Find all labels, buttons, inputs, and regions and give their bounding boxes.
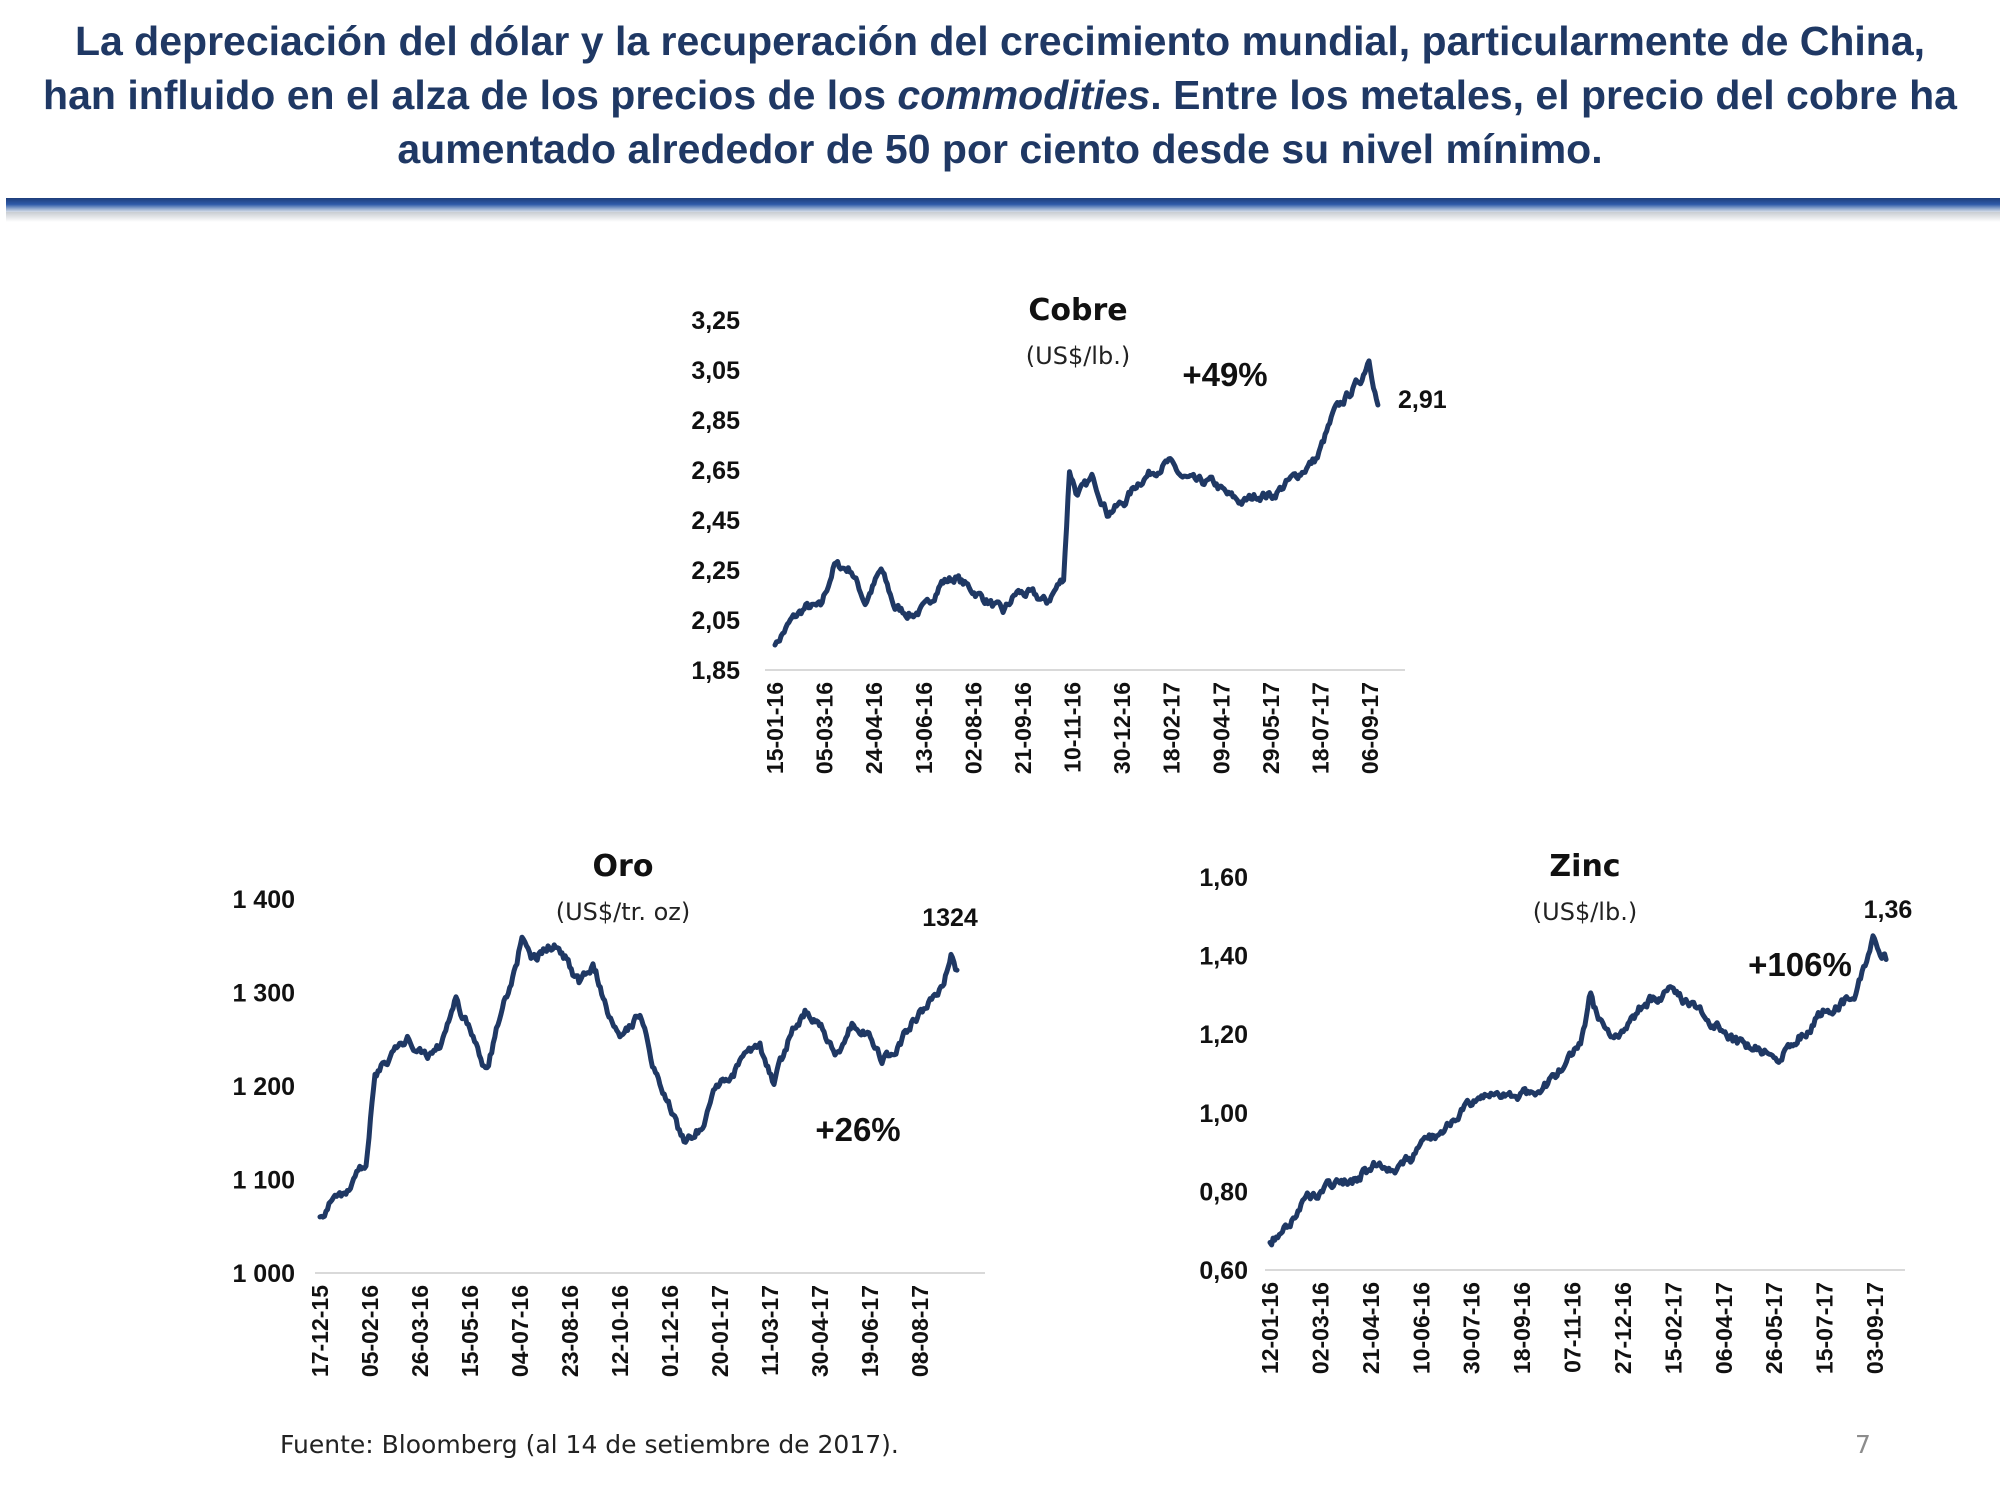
- chart-zinc-ytick: 1,00: [1199, 1100, 1248, 1128]
- chart-cobre-unit: (US$/lb.): [1026, 342, 1130, 370]
- chart-cobre-ytick: 1,85: [691, 657, 740, 685]
- slide-title-part2: . Entre los metales, el precio del cobre…: [397, 72, 1957, 172]
- chart-cobre-last-label: 2,91: [1398, 386, 1447, 414]
- chart-zinc-xtick: 07-11-16: [1560, 1282, 1586, 1373]
- chart-oro-xtick: 23-08-16: [557, 1285, 583, 1377]
- chart-cobre-ytick: 2,05: [691, 607, 740, 635]
- chart-oro-xtick: 17-12-15: [307, 1285, 333, 1377]
- chart-cobre-xtick: 10-11-16: [1060, 682, 1086, 773]
- chart-oro-title: Oro: [593, 849, 654, 884]
- page-number: 7: [1855, 1430, 1871, 1459]
- chart-oro-ytick: 1 400: [232, 886, 295, 914]
- chart-cobre-ytick: 3,05: [691, 357, 740, 385]
- chart-zinc-xtick: 12-01-16: [1257, 1282, 1283, 1374]
- chart-cobre-xtick: 02-08-16: [960, 682, 986, 774]
- chart-oro-last-label: 1324: [922, 904, 978, 932]
- chart-zinc-xtick: 27-12-16: [1610, 1282, 1636, 1374]
- chart-zinc-ytick: 0,80: [1199, 1178, 1248, 1206]
- chart-zinc-change-label: +106%: [1748, 946, 1852, 983]
- chart-zinc-xtick: 30-07-16: [1459, 1282, 1485, 1374]
- chart-oro-xtick: 12-10-16: [607, 1285, 633, 1377]
- chart-cobre-series-line: [772, 358, 1381, 648]
- chart-cobre-xtick: 06-09-17: [1357, 682, 1383, 774]
- chart-zinc-series-line: [1267, 933, 1889, 1248]
- chart-zinc-xtick: 15-07-17: [1812, 1282, 1838, 1374]
- chart-oro: 1 400 1 300 1 200 1 100 1 000 17-12-15 05-02-…: [232, 849, 985, 1377]
- chart-oro-ytick: 1 100: [232, 1167, 295, 1195]
- chart-oro-xtick: 08-08-17: [907, 1285, 933, 1377]
- chart-oro-change-label: +26%: [815, 1111, 900, 1148]
- chart-cobre-xtick: 05-03-16: [812, 682, 838, 774]
- chart-zinc-ytick: 0,60: [1199, 1257, 1248, 1285]
- chart-cobre-ytick: 3,25: [691, 307, 740, 335]
- chart-oro-unit: (US$/tr. oz): [556, 898, 691, 926]
- chart-cobre-xtick: 21-09-16: [1010, 682, 1036, 774]
- chart-oro-xtick: 19-06-17: [857, 1285, 883, 1377]
- chart-cobre-xtick: 13-06-16: [911, 682, 937, 774]
- chart-oro-xtick: 20-01-17: [707, 1285, 733, 1377]
- chart-zinc-title: Zinc: [1549, 849, 1620, 884]
- chart-oro-xtick: 11-03-17: [757, 1285, 783, 1376]
- chart-cobre-xtick: 18-02-17: [1159, 682, 1185, 774]
- chart-zinc-ytick: 1,40: [1199, 943, 1248, 971]
- chart-zinc-xtick: 21-04-16: [1358, 1282, 1384, 1374]
- chart-zinc-ytick: 1,20: [1199, 1021, 1248, 1049]
- chart-zinc-ytick: 1,60: [1199, 864, 1248, 892]
- chart-oro-xtick: 04-07-16: [507, 1285, 533, 1377]
- chart-cobre: 3,25 3,05 2,85 2,65 2,45 2,25 2,05 1,85 15-01-1…: [691, 293, 1446, 774]
- chart-oro-xtick: 30-04-17: [807, 1285, 833, 1377]
- chart-zinc-xtick: 02-03-16: [1307, 1282, 1333, 1374]
- chart-oro-xtick: 01-12-16: [657, 1285, 683, 1377]
- chart-oro-ytick: 1 300: [232, 980, 295, 1008]
- chart-cobre-xtick: 18-07-17: [1307, 682, 1333, 774]
- chart-oro-xtick: 05-02-16: [357, 1285, 383, 1377]
- chart-zinc-xtick: 03-09-17: [1862, 1282, 1888, 1374]
- chart-cobre-ytick: 2,65: [691, 457, 740, 485]
- title-rule: [6, 198, 2000, 212]
- chart-cobre-ytick: 2,45: [691, 507, 740, 535]
- chart-cobre-ytick: 2,85: [691, 407, 740, 435]
- title-rule-shadow: [6, 212, 2000, 222]
- chart-zinc-unit: (US$/lb.): [1533, 898, 1637, 926]
- chart-cobre-xtick: 15-01-16: [762, 682, 788, 774]
- chart-zinc-xtick: 26-05-17: [1761, 1282, 1787, 1374]
- chart-oro-xtick: 15-05-16: [457, 1285, 483, 1377]
- chart-zinc: 1,60 1,40 1,20 1,00 0,80 0,60 12-01-16 02-03-1…: [1199, 849, 1913, 1374]
- chart-cobre-xtick: 09-04-17: [1208, 682, 1234, 774]
- chart-cobre-change-label: +49%: [1182, 356, 1267, 393]
- chart-zinc-xtick: 15-02-17: [1660, 1282, 1686, 1374]
- source-note: Fuente: Bloomberg (al 14 de setiembre de…: [280, 1430, 899, 1459]
- chart-oro-xtick: 26-03-16: [407, 1285, 433, 1377]
- slide-title-part1: La depreciación del dólar y la recuperac…: [43, 18, 1926, 118]
- chart-cobre-xtick: 29-05-17: [1258, 682, 1284, 774]
- chart-oro-ytick: 1 200: [232, 1073, 295, 1101]
- chart-oro-series-line: [317, 934, 960, 1220]
- chart-cobre-xtick: 30-12-16: [1109, 682, 1135, 774]
- chart-cobre-title: Cobre: [1028, 293, 1127, 328]
- slide-title-emphasis: commodities: [897, 72, 1151, 118]
- chart-oro-ytick: 1 000: [232, 1260, 295, 1288]
- chart-zinc-last-label: 1,36: [1864, 896, 1913, 924]
- chart-cobre-xtick: 24-04-16: [861, 682, 887, 774]
- chart-zinc-xtick: 10-06-16: [1408, 1282, 1434, 1374]
- chart-zinc-xtick: 06-04-17: [1711, 1282, 1737, 1374]
- slide-title: La depreciación del dólar y la recuperac…: [40, 14, 1960, 176]
- chart-cobre-ytick: 2,25: [691, 557, 740, 585]
- chart-zinc-xtick: 18-09-16: [1509, 1282, 1535, 1374]
